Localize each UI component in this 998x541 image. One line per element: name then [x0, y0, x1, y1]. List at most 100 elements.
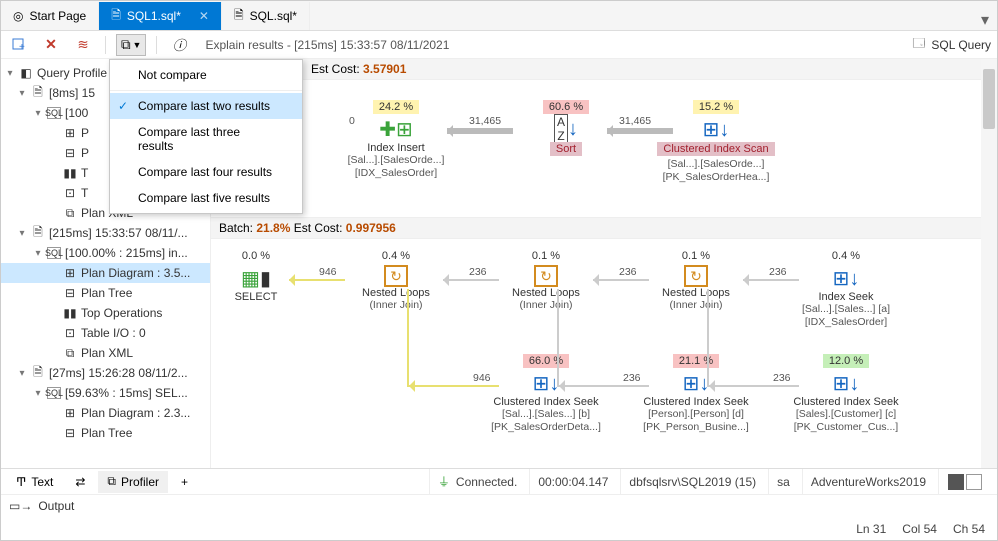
- index-seek-icon: ⊞↓: [781, 265, 911, 291]
- menu-compare-three[interactable]: Compare last three results: [110, 119, 302, 159]
- compare-icon: ⧉: [121, 37, 131, 53]
- bars-icon: ▮▮: [63, 306, 77, 320]
- tree-batch-100b[interactable]: ▾SQL[100.00% : 215ms] in...: [1, 243, 210, 263]
- node-cis-3[interactable]: 12.0 % ⊞↓ Clustered Index Seek [Sales].[…: [781, 354, 911, 434]
- arrow-v: [407, 289, 409, 387]
- tab-compare[interactable]: ⇄: [66, 471, 94, 493]
- arrow: [447, 128, 513, 134]
- tree-batch-59[interactable]: ▾SQL[59.63% : 15ms] SEL...: [1, 383, 210, 403]
- node-index-seek[interactable]: 0.4 % ⊞↓ Index Seek [Sal...].[Sales...] …: [781, 249, 911, 329]
- doc-icon: 🗎: [31, 223, 45, 244]
- tab-label: SQL.sql*: [250, 9, 297, 23]
- menu-compare-four[interactable]: Compare last four results: [110, 159, 302, 185]
- status-elapsed: 00:00:04.147: [529, 469, 616, 494]
- profiler-icon: ⧉: [107, 474, 116, 489]
- nested-loops-icon: ↻: [384, 265, 408, 287]
- tree-top-ops-2[interactable]: ▮▮Top Operations: [1, 303, 210, 323]
- tab-profiler[interactable]: ⧉Profiler: [98, 471, 168, 493]
- sql-icon: SQL: [47, 247, 61, 259]
- tab-label: SQL1.sql*: [127, 9, 181, 23]
- doc-icon: 🗎: [31, 363, 45, 384]
- arrow-v: [557, 289, 559, 387]
- row-count: 946: [473, 372, 491, 384]
- view-mode-1-icon[interactable]: [948, 474, 964, 490]
- connected-icon: ⏚: [438, 473, 450, 490]
- status-ch: Ch 54: [953, 522, 985, 536]
- results-toolbar: + ✕ ≋ ⧉▼ ⓘ Explain results - [215ms] 15:…: [1, 31, 997, 59]
- tab-sql2[interactable]: 🗎 SQL.sql*: [222, 2, 310, 30]
- tree-run-215ms[interactable]: ▾🗎[215ms] 15:33:57 08/11/...: [1, 223, 210, 243]
- bottom-tab-bar: ͲText ⇄ ⧉Profiler + ⏚Connected. 00:00:04…: [1, 468, 997, 494]
- start-page-icon: ◎: [13, 9, 23, 23]
- sql-query-link[interactable]: SQL Query: [931, 38, 991, 52]
- menu-not-compare[interactable]: Not compare: [110, 62, 302, 88]
- doc-icon: 🗎: [31, 83, 45, 104]
- sql-icon: SQL: [47, 107, 61, 119]
- tree-icon: ⊟: [63, 146, 77, 160]
- tree-plan-diagram-2[interactable]: ⊞Plan Diagram : 3.5...: [1, 263, 210, 283]
- tab-add[interactable]: +: [172, 471, 197, 493]
- tabs-overflow-button[interactable]: ▾: [973, 10, 997, 30]
- arrow: [593, 279, 649, 281]
- status-user: sa: [768, 469, 798, 494]
- add-to-compare-button[interactable]: +: [7, 34, 31, 56]
- close-icon[interactable]: ✕: [199, 9, 209, 23]
- output-label: Output: [38, 499, 74, 513]
- bars-icon: ▮▮: [63, 166, 77, 180]
- tab-sql1[interactable]: 🗎 SQL1.sql* ✕: [99, 2, 222, 30]
- compare-dropdown-menu: Not compare Compare last two results Com…: [109, 59, 303, 214]
- modified-dot-icon: [187, 13, 193, 19]
- menu-compare-five[interactable]: Compare last five results: [110, 185, 302, 211]
- tab-start-page[interactable]: ◎ Start Page: [1, 2, 99, 30]
- remove-button[interactable]: ✕: [39, 34, 63, 56]
- vertical-scrollbar[interactable]: [981, 59, 997, 468]
- row-count: 31,465: [469, 115, 501, 127]
- info-button[interactable]: ⓘ: [167, 34, 191, 56]
- clustered-seek-icon: ⊞↓: [631, 370, 761, 396]
- est-cost-value: 3.57901: [363, 62, 406, 76]
- tree-plan-xml-2[interactable]: ⧉Plan XML: [1, 343, 210, 363]
- node-cis-1[interactable]: 66.0 % ⊞↓ Clustered Index Seek [Sal...].…: [481, 354, 611, 434]
- arrow: [607, 128, 673, 134]
- profile-icon: ◧: [19, 66, 33, 80]
- tree-plan-tree-3[interactable]: ⊟Plan Tree: [1, 423, 210, 443]
- diagram-icon: ⊞: [63, 266, 77, 280]
- clear-button[interactable]: ≋: [71, 34, 95, 56]
- batch1-plan[interactable]: 24.2 % ✚⊞ Index Insert [Sal...].[SalesOr…: [211, 80, 997, 218]
- tree-run-27ms[interactable]: ▾🗎[27ms] 15:26:28 08/11/2...: [1, 363, 210, 383]
- tab-text[interactable]: ͲText: [7, 471, 62, 493]
- tree-plan-tree-2[interactable]: ⊟Plan Tree: [1, 283, 210, 303]
- io-icon: ⊡: [63, 186, 77, 200]
- row-count: 236: [769, 266, 787, 278]
- batch2-plan[interactable]: 0.0 % ▦▮ SELECT 0.4 % ↻ Nested Loops (In…: [211, 239, 997, 468]
- arrow: [443, 279, 499, 281]
- row-count: 236: [469, 266, 487, 278]
- tree-plan-diagram-3[interactable]: ⊞Plan Diagram : 2.3...: [1, 403, 210, 423]
- batch1-header: Est Cost: 3.57901: [211, 59, 997, 80]
- tab-label: Start Page: [29, 9, 86, 23]
- arrow: [409, 385, 499, 387]
- row-count: 236: [619, 266, 637, 278]
- io-icon: ⊡: [63, 326, 77, 340]
- view-buttons[interactable]: [938, 469, 991, 494]
- output-bar[interactable]: ▭→ Output: [1, 494, 997, 516]
- status-ln: Ln 31: [856, 522, 886, 536]
- plus-icon: +: [181, 475, 188, 489]
- node-cis-2[interactable]: 21.1 % ⊞↓ Clustered Index Seek [Person].…: [631, 354, 761, 434]
- node-index-insert[interactable]: 24.2 % ✚⊞ Index Insert [Sal...].[SalesOr…: [331, 100, 461, 180]
- text-icon: Ͳ: [16, 475, 26, 489]
- arrow: [289, 279, 345, 281]
- node-clustered-scan[interactable]: 15.2 % ⊞↓ Clustered Index Scan [Sal...].…: [651, 100, 781, 184]
- batch2-header: Batch: 21.8% Est Cost: 0.997956: [211, 218, 997, 239]
- row-count: 0: [349, 115, 355, 127]
- view-mode-2-icon[interactable]: [966, 474, 982, 490]
- compare-dropdown-button[interactable]: ⧉▼: [116, 34, 146, 56]
- clustered-seek-icon: ⊞↓: [481, 370, 611, 396]
- sql-file-icon: 🗎: [234, 6, 244, 27]
- tree-table-io-2[interactable]: ⊡Table I/O : 0: [1, 323, 210, 343]
- menu-compare-two[interactable]: Compare last two results: [110, 93, 302, 119]
- est-cost-label: Est Cost:: [311, 62, 360, 76]
- xml-icon: ⧉: [63, 346, 77, 361]
- nested-loops-icon: ↻: [534, 265, 558, 287]
- tree-icon: ⊟: [63, 426, 77, 440]
